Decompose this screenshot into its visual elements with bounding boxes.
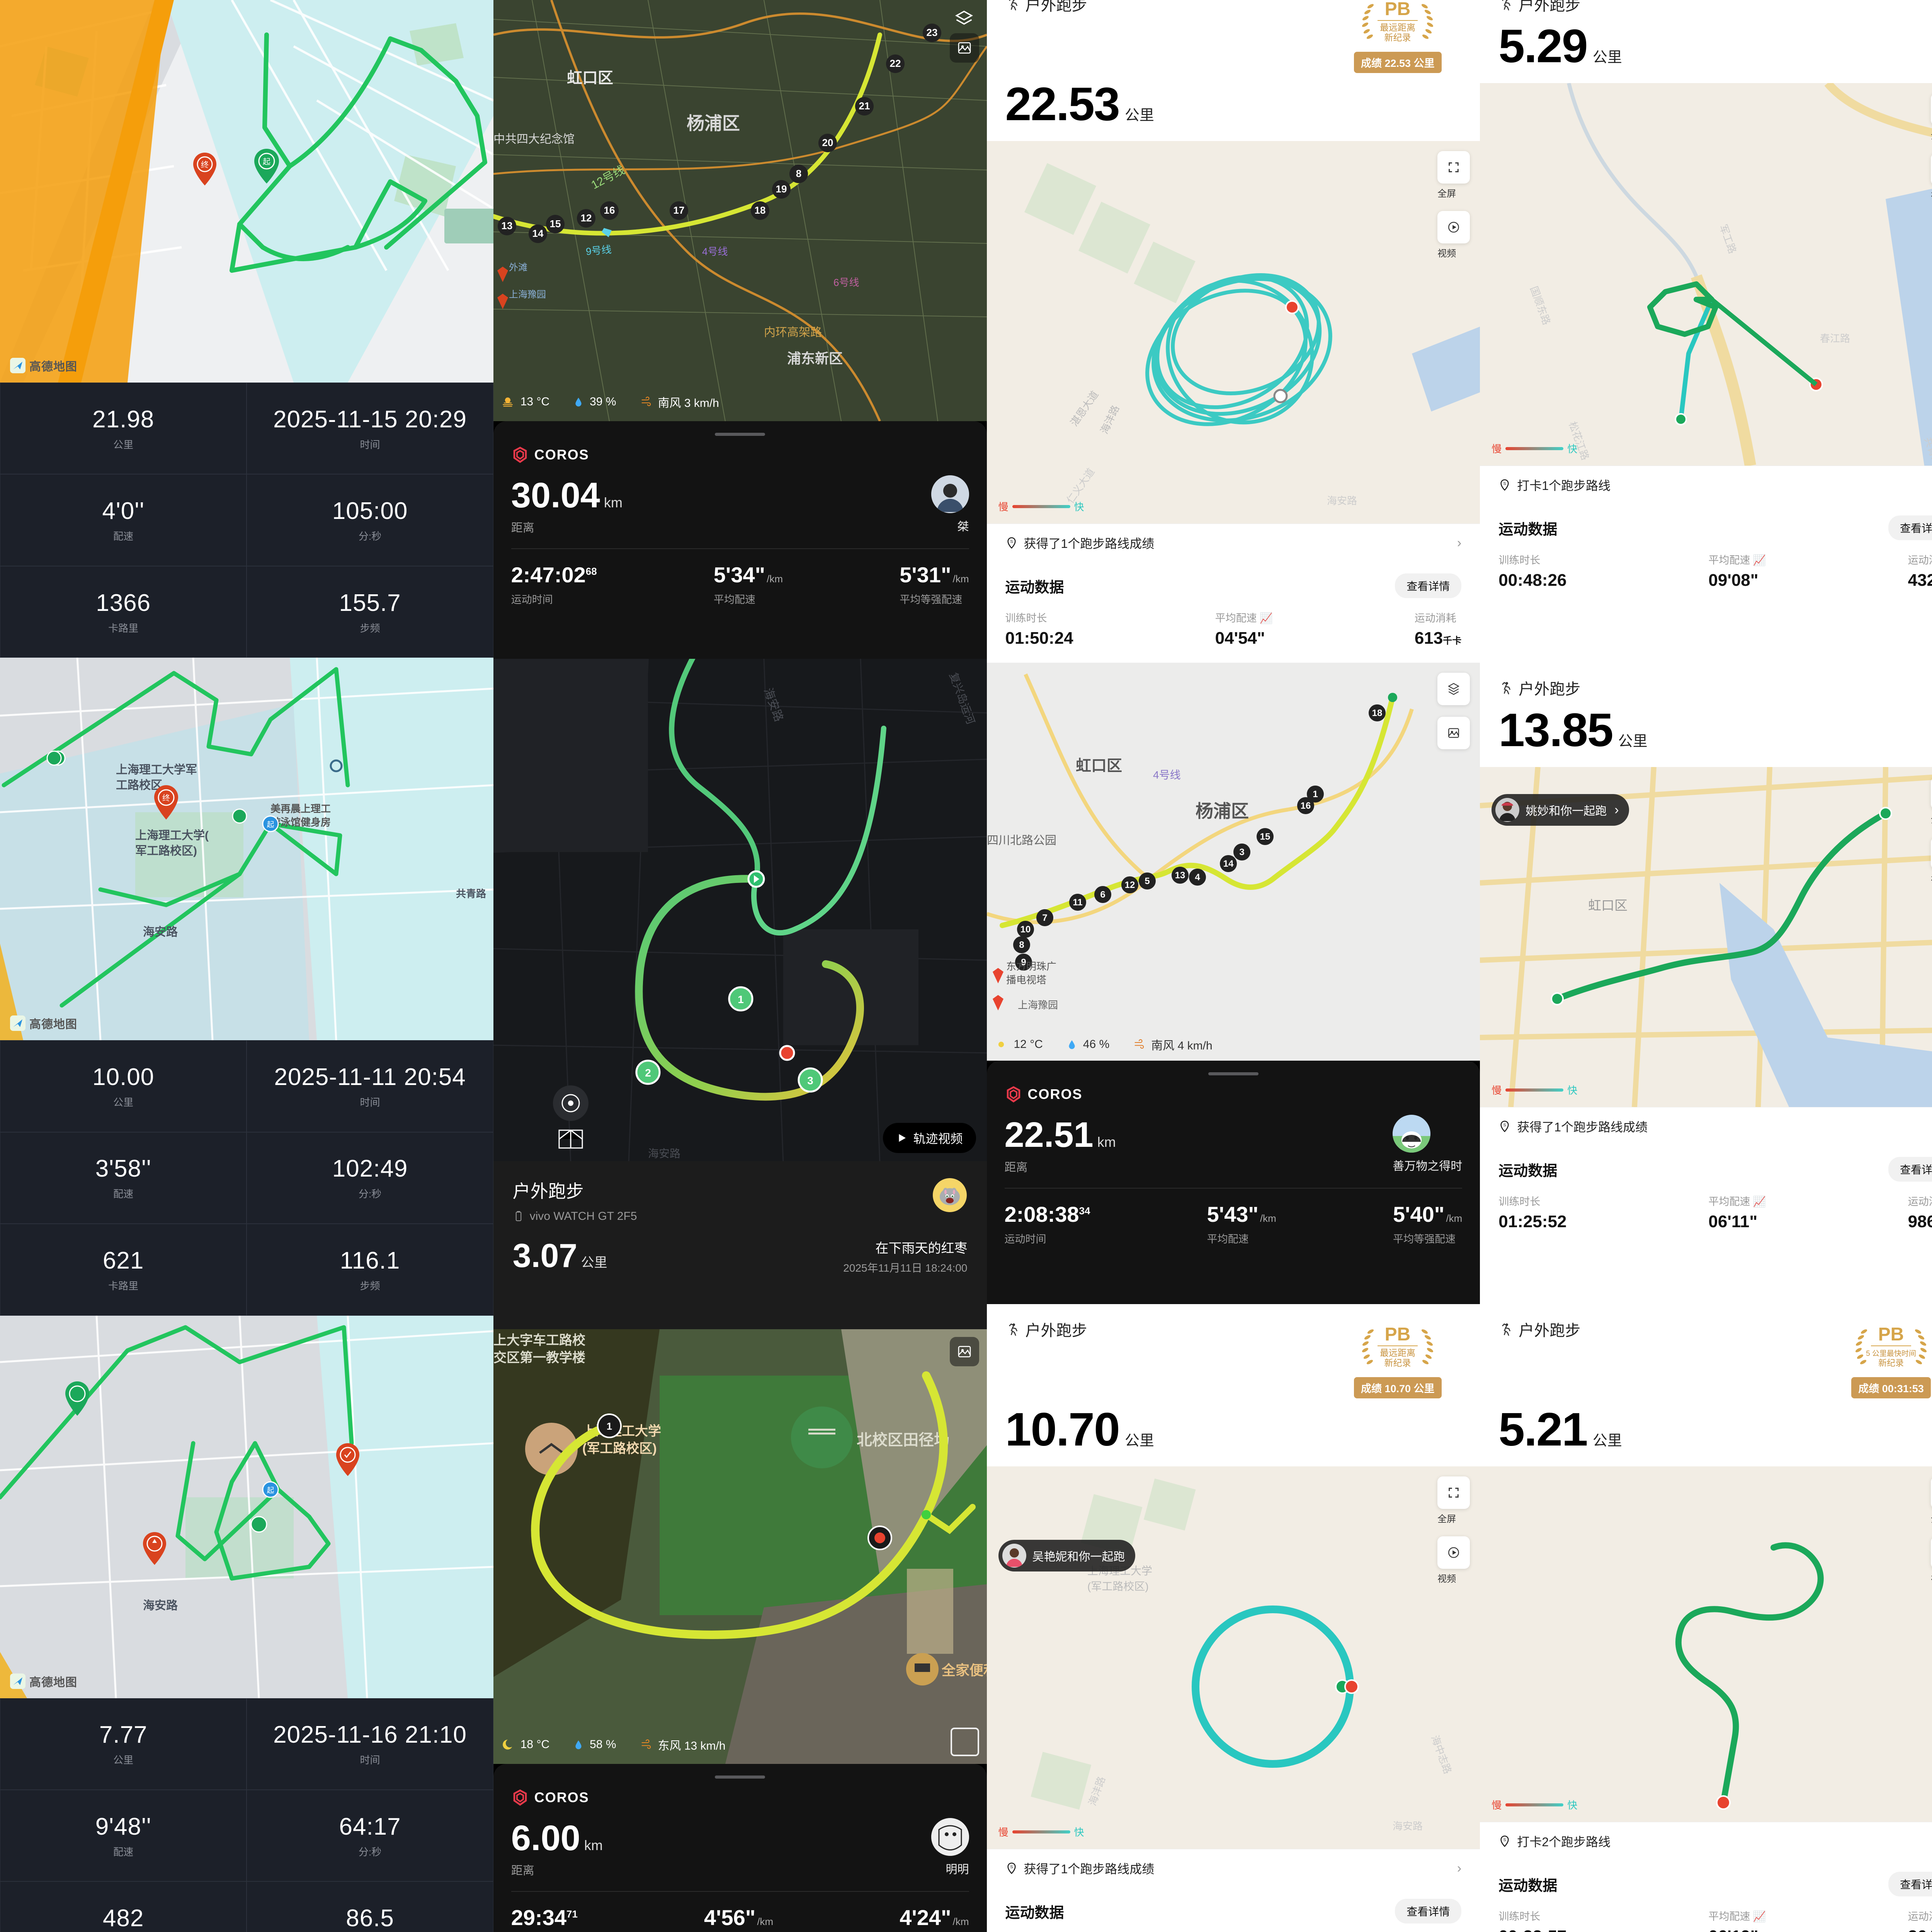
svg-text:最远距离: 最远距离 bbox=[1380, 1348, 1415, 1358]
svg-text:内环高架路: 内环高架路 bbox=[764, 326, 822, 339]
svg-text:外滩: 外滩 bbox=[509, 262, 527, 273]
svg-text:PB: PB bbox=[1385, 1324, 1411, 1345]
svg-text:新纪录: 新纪录 bbox=[1878, 1358, 1904, 1368]
svg-text:虹口区: 虹口区 bbox=[567, 70, 613, 87]
svg-text:虹口区: 虹口区 bbox=[1076, 757, 1122, 774]
svg-text:上海理工大学军: 上海理工大学军 bbox=[116, 763, 197, 776]
svg-text:海安路: 海安路 bbox=[143, 926, 178, 939]
svg-text:海安路: 海安路 bbox=[1393, 1820, 1423, 1832]
svg-text:5 公里最快时间: 5 公里最快时间 bbox=[1866, 1349, 1916, 1358]
svg-text:21: 21 bbox=[859, 100, 870, 112]
svg-text:13: 13 bbox=[1175, 870, 1185, 881]
svg-text:S: S bbox=[1503, 1123, 1506, 1128]
svg-text:东方明珠广: 东方明珠广 bbox=[1006, 961, 1056, 972]
svg-text:起: 起 bbox=[267, 1486, 274, 1495]
svg-text:PB: PB bbox=[1385, 0, 1411, 19]
svg-text:14: 14 bbox=[1223, 859, 1233, 869]
svg-text:交区第一教学楼: 交区第一教学楼 bbox=[493, 1350, 585, 1365]
svg-text:18: 18 bbox=[1372, 708, 1382, 718]
svg-text:四川北路公园: 四川北路公园 bbox=[987, 834, 1056, 847]
svg-text:4: 4 bbox=[1195, 872, 1200, 883]
svg-text:22: 22 bbox=[889, 58, 901, 69]
svg-text:海安路: 海安路 bbox=[648, 1148, 680, 1160]
svg-text:6: 6 bbox=[1100, 889, 1105, 900]
svg-text:军工路校区): 军工路校区) bbox=[135, 844, 197, 857]
svg-text:4号线: 4号线 bbox=[1153, 769, 1181, 781]
svg-text:上海豫园: 上海豫园 bbox=[509, 289, 546, 300]
svg-text:11: 11 bbox=[1073, 897, 1082, 908]
svg-text:杨浦区: 杨浦区 bbox=[687, 113, 740, 133]
svg-text:北校区田径场: 北校区田径场 bbox=[857, 1432, 949, 1449]
svg-text:中共四大纪念馆: 中共四大纪念馆 bbox=[493, 133, 575, 146]
svg-text:15: 15 bbox=[1260, 832, 1270, 842]
svg-text:海安路: 海安路 bbox=[143, 1599, 178, 1612]
svg-text:S: S bbox=[1010, 1865, 1013, 1869]
svg-text:15: 15 bbox=[549, 218, 561, 230]
svg-text:4号线: 4号线 bbox=[702, 246, 728, 257]
svg-text:1: 1 bbox=[1313, 789, 1318, 799]
svg-text:(军工路校区): (军工路校区) bbox=[582, 1441, 657, 1456]
svg-text:9号线: 9号线 bbox=[585, 243, 612, 257]
svg-text:PB: PB bbox=[1878, 1324, 1904, 1345]
svg-text:14: 14 bbox=[532, 228, 543, 239]
svg-text:17: 17 bbox=[673, 204, 684, 216]
svg-text:12: 12 bbox=[580, 212, 592, 224]
svg-text:16: 16 bbox=[604, 204, 615, 216]
svg-text:20: 20 bbox=[822, 137, 833, 148]
svg-text:13: 13 bbox=[501, 220, 512, 231]
svg-text:S: S bbox=[1503, 1838, 1506, 1842]
svg-text:终: 终 bbox=[162, 794, 170, 803]
svg-text:美再晨上理工: 美再晨上理工 bbox=[270, 803, 331, 815]
svg-text:最远距离: 最远距离 bbox=[1380, 22, 1415, 32]
svg-text:23: 23 bbox=[926, 27, 937, 38]
svg-text:上海理工大学(: 上海理工大学( bbox=[135, 829, 209, 842]
svg-text:上海豫园: 上海豫园 bbox=[1018, 999, 1058, 1011]
svg-text:16: 16 bbox=[1300, 801, 1311, 811]
svg-text:7: 7 bbox=[1042, 913, 1047, 923]
svg-text:终: 终 bbox=[201, 160, 209, 169]
svg-text:起: 起 bbox=[267, 820, 274, 829]
svg-text:虹口区: 虹口区 bbox=[1588, 898, 1628, 913]
svg-text:18: 18 bbox=[754, 204, 765, 216]
svg-text:游泳馆健身房: 游泳馆健身房 bbox=[270, 816, 331, 828]
svg-text:10: 10 bbox=[1020, 924, 1031, 935]
svg-text:1: 1 bbox=[738, 993, 744, 1005]
svg-text:春江路: 春江路 bbox=[1820, 333, 1850, 344]
svg-text:杨浦区: 杨浦区 bbox=[1196, 801, 1249, 821]
svg-text:新纪录: 新纪录 bbox=[1384, 1358, 1411, 1368]
svg-text:上大字车工路校: 上大字车工路校 bbox=[493, 1333, 585, 1348]
svg-text:浦东新区: 浦东新区 bbox=[787, 350, 843, 366]
svg-text:3: 3 bbox=[807, 1075, 813, 1087]
svg-text:(军工路校区): (军工路校区) bbox=[1087, 1580, 1149, 1592]
svg-text:工路校区: 工路校区 bbox=[116, 779, 162, 792]
svg-text:全家便利店: 全家便利店 bbox=[941, 1662, 987, 1678]
svg-text:新纪录: 新纪录 bbox=[1384, 32, 1411, 43]
svg-text:S: S bbox=[1503, 481, 1506, 486]
svg-text:1: 1 bbox=[607, 1420, 612, 1432]
svg-text:8: 8 bbox=[796, 168, 801, 179]
svg-text:5: 5 bbox=[1145, 876, 1150, 886]
svg-text:6号线: 6号线 bbox=[833, 277, 859, 288]
svg-text:共青路: 共青路 bbox=[456, 888, 486, 900]
svg-text:播电视塔: 播电视塔 bbox=[1006, 974, 1046, 986]
svg-text:8: 8 bbox=[1019, 940, 1024, 950]
svg-text:海安路: 海安路 bbox=[1327, 495, 1357, 507]
svg-text:19: 19 bbox=[776, 183, 787, 195]
svg-text:12: 12 bbox=[1124, 880, 1135, 890]
svg-text:起: 起 bbox=[263, 157, 270, 166]
svg-text:3: 3 bbox=[1239, 847, 1244, 857]
svg-text:S: S bbox=[1010, 539, 1013, 544]
svg-text:2: 2 bbox=[645, 1067, 651, 1079]
